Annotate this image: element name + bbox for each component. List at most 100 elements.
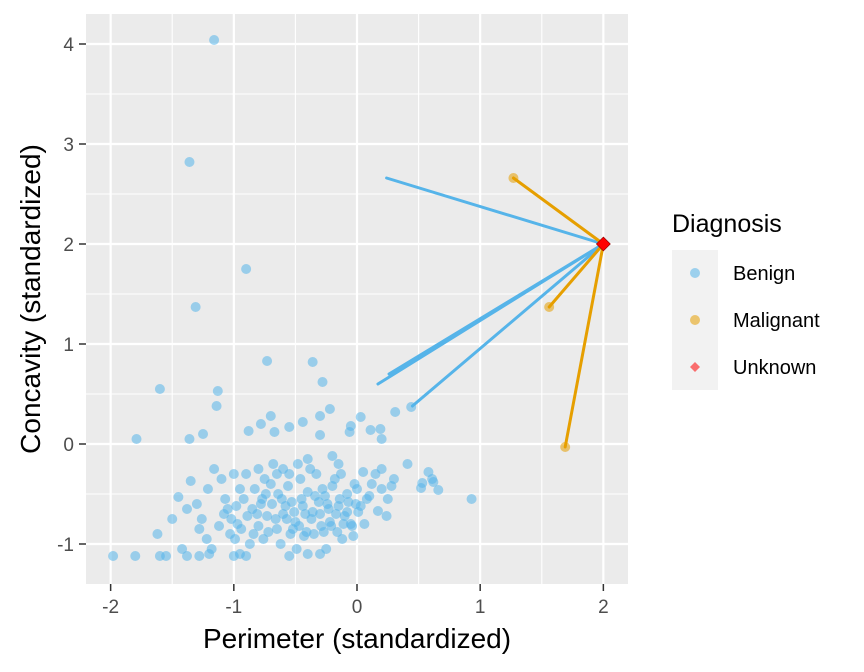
benign-point [268,459,279,469]
benign-point [191,499,202,509]
benign-point [301,527,312,537]
benign-point [334,494,345,504]
y-tick-label: -1 [57,535,74,556]
benign-point [212,386,223,396]
benign-point [333,459,344,469]
benign-point [253,521,264,531]
benign-point [284,551,295,561]
benign-point [327,451,338,461]
benign-point [284,422,295,432]
major-gridlines [86,14,628,584]
benign-point [319,491,330,501]
y-axis: -1 0 1 2 3 4 [57,35,86,556]
benign-point [352,484,362,494]
benign-point [302,549,313,559]
benign-point [307,357,318,367]
benign-point [291,544,302,554]
benign-point [204,549,215,559]
benign-point [271,469,282,479]
benign-point [152,529,163,539]
benign-point [382,494,393,504]
benign-point [433,485,444,495]
benign-point [242,511,253,521]
x-axis-title: Perimeter (standardized) [203,623,511,654]
benign-point [184,157,195,167]
malignant-point [508,173,519,183]
benign-point [182,504,193,514]
benign-point [218,509,229,519]
y-tick-label: 1 [63,335,74,356]
y-tick-label: 0 [63,435,74,456]
benign-point [381,511,392,521]
benign-point [252,509,263,519]
benign-point [376,434,387,444]
benign-point [345,421,356,431]
neighbor-lines [376,176,605,449]
unknown-point [595,236,611,252]
benign-point [262,511,273,521]
benign-point [130,551,141,561]
benign-point [131,434,142,444]
neighbor-line [547,242,605,309]
benign-point [194,524,205,534]
benign-point [190,302,201,312]
y-tick-label: 3 [63,135,74,156]
legend-key-benign [690,268,700,278]
neighbor-line [511,176,605,246]
benign-point [295,474,306,484]
benign-point [270,514,281,524]
benign-point [259,474,270,484]
x-tick-label: -1 [225,597,242,618]
benign-point [211,401,222,411]
benign-point [315,430,326,440]
benign-point [326,521,337,531]
malignant-point [544,302,555,312]
benign-point [285,529,296,539]
benign-point [267,499,278,509]
benign-point [173,492,184,502]
benign-point [283,481,294,491]
benign-point [241,551,252,561]
x-tick-label: 2 [598,597,609,618]
benign-point [342,507,353,517]
benign-point [386,481,397,491]
x-tick-label: 1 [475,597,486,618]
benign-point [466,494,477,504]
benign-point [216,474,227,484]
benign-point [366,479,377,489]
neighbor-line [385,176,605,246]
benign-point [248,529,259,539]
benign-point [315,411,326,421]
benign-point [214,521,225,531]
benign-point [370,469,381,479]
benign-point [228,551,239,561]
benign-point [289,507,300,517]
benign-point [257,494,268,504]
benign-point [347,521,358,531]
benign-point [265,411,276,421]
benign-point [184,434,195,444]
benign-point [361,494,372,504]
benign-point [294,521,305,531]
legend-title: Diagnosis [672,210,782,238]
legend: Diagnosis Benign Malignant Unknown [672,210,820,390]
y-tick-label: 4 [63,35,74,56]
benign-point [271,524,282,534]
benign-point [406,402,417,412]
y-axis-title: Concavity (standardized) [15,144,46,454]
benign-point [416,483,427,493]
benign-point [253,464,264,474]
benign-point [350,499,361,509]
benign-point [263,527,274,537]
benign-point [269,427,280,437]
benign-point [390,407,401,417]
benign-point [185,476,196,486]
benign-point [236,524,247,534]
benign-point [154,551,165,561]
x-tick-label: 0 [352,597,363,618]
benign-point [297,501,308,511]
benign-point [302,454,313,464]
benign-point [306,514,317,524]
benign-point [355,412,366,422]
benign-point [275,539,286,549]
